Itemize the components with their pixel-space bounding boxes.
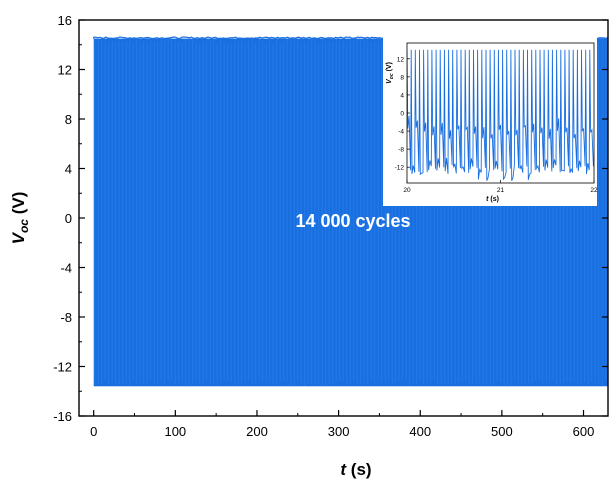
y-tick-label: 4 <box>65 162 72 177</box>
y-tick-label: -8 <box>60 310 72 325</box>
inset-x-tick-label: 21 <box>497 187 505 194</box>
x-axis-variable: t <box>340 460 347 479</box>
inset-x-axis-unit: (s) <box>488 196 499 203</box>
inset-y-axis-ticks: 12 8 4 0 -4 -8 -12 <box>395 56 410 172</box>
y-axis-unit: (V) <box>9 192 28 219</box>
x-tick-label: 500 <box>491 424 513 439</box>
y-tick-label: -16 <box>53 409 72 424</box>
inset-y-tick-label: 0 <box>400 111 404 118</box>
cycles-annotation: 14 000 cycles <box>295 211 410 231</box>
y-tick-label: 8 <box>65 112 72 127</box>
y-axis-ticks: 16 12 8 4 0 -4 -8 -12 -16 <box>53 13 608 424</box>
y-axis-label: Voc (V) <box>9 192 31 245</box>
x-tick-label: 0 <box>90 424 97 439</box>
inset-x-tick-label: 20 <box>403 187 411 194</box>
y-tick-label: -4 <box>60 261 72 276</box>
x-tick-label: 300 <box>328 424 350 439</box>
x-axis-ticks: 0 100 200 300 400 500 600 <box>90 410 594 439</box>
inset-y-axis-subscript: oc <box>389 73 395 79</box>
inset-y-axis-variable: V <box>386 78 393 84</box>
inset-y-axis-label: Voc (V) <box>386 62 395 84</box>
inset-y-tick-label: -4 <box>398 129 404 136</box>
inset-x-axis-variable: t <box>486 196 489 203</box>
x-tick-label: 400 <box>409 424 431 439</box>
y-tick-label: 12 <box>58 63 72 78</box>
inset-y-axis-unit: (V) <box>386 62 393 73</box>
y-tick-label: -12 <box>53 360 72 375</box>
inset-y-tick-label: -8 <box>398 147 404 154</box>
inset-zoom-chart: 12 8 4 0 -4 -8 -12 20 21 22 t (s) Voc (V) <box>383 34 598 206</box>
x-tick-label: 600 <box>573 424 595 439</box>
x-tick-label: 100 <box>164 424 186 439</box>
inset-x-axis-label: t (s) <box>486 196 499 203</box>
y-axis-subscript: oc <box>17 219 31 233</box>
y-axis-variable: V <box>9 231 28 244</box>
x-tick-label: 200 <box>246 424 268 439</box>
inset-x-axis-ticks: 20 21 22 <box>403 180 598 194</box>
inset-y-tick-label: 8 <box>400 74 404 81</box>
y-tick-label: 16 <box>58 13 72 28</box>
inset-y-tick-label: 4 <box>400 92 404 99</box>
inset-voc-signal <box>407 49 594 181</box>
x-axis-unit: (s) <box>346 460 372 479</box>
inset-y-tick-label: 12 <box>397 56 405 63</box>
y-tick-label: 0 <box>65 211 72 226</box>
inset-x-tick-label: 22 <box>590 187 598 194</box>
inset-y-tick-label: -12 <box>395 165 405 172</box>
x-axis-label: t (s) <box>340 460 371 479</box>
voc-signal-texture <box>94 38 607 387</box>
inset-voc-waveform <box>407 49 594 181</box>
